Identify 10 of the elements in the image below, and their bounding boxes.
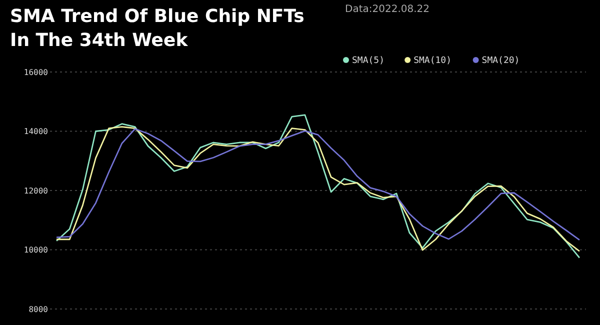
y-tick-label: 16000	[24, 68, 48, 77]
legend-label: SMA(5)	[352, 56, 385, 66]
legend-label: SMA(20)	[482, 56, 520, 66]
y-tick-label: 12000	[24, 186, 48, 196]
y-tick-label: 8000	[28, 304, 48, 314]
chart-title: SMA Trend Of Blue Chip NFTs In The 34th Week	[10, 6, 304, 51]
legend-label: SMA(10)	[414, 56, 452, 66]
y-tick-label: 14000	[24, 127, 48, 136]
y-tick-label: 10000	[24, 246, 48, 255]
text: Data:2022.08.22	[345, 4, 430, 15]
